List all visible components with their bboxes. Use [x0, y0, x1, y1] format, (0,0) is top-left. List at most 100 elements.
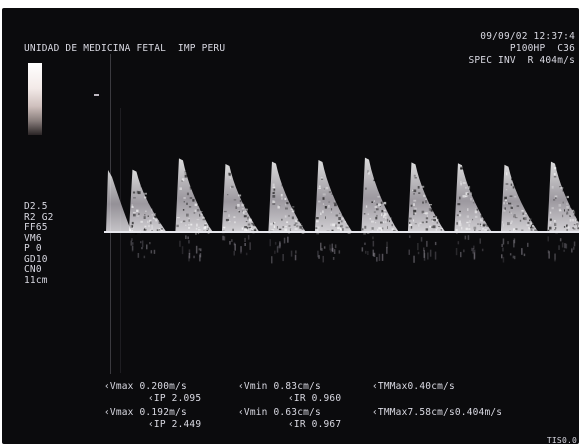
- waveform-speckle: [418, 223, 420, 227]
- waveform-speckle: [576, 219, 579, 222]
- waveform-speckle: [509, 211, 511, 213]
- waveform-speckle: [475, 208, 479, 211]
- waveform-speckle: [131, 204, 133, 208]
- waveform-speckle: [237, 210, 239, 212]
- waveform-speckle: [199, 208, 201, 212]
- waveform-speckle: [330, 223, 333, 226]
- reverse-flow-signal: [317, 250, 319, 258]
- waveform-speckle: [203, 227, 206, 230]
- vmin-2: ‹Vmin 0.63cm/s: [238, 407, 321, 418]
- waveform-speckle: [547, 229, 550, 232]
- waveform-speckle: [425, 198, 427, 201]
- waveform-speckle: [316, 226, 320, 229]
- waveform-speckle: [506, 202, 509, 205]
- waveform-speckle: [155, 219, 157, 222]
- waveform-speckle: [374, 206, 378, 208]
- reverse-flow-signal: [457, 241, 460, 245]
- waveform-speckle: [549, 211, 552, 214]
- waveform-speckle: [330, 211, 332, 214]
- waveform-speckle: [480, 218, 482, 221]
- reverse-flow-signal: [413, 255, 415, 263]
- waveform-speckle: [322, 203, 325, 205]
- waveform-speckle: [428, 208, 432, 211]
- waveform-speckle: [391, 224, 393, 227]
- reverse-flow-signal: [187, 236, 189, 240]
- waveform-speckle: [427, 215, 428, 218]
- reverse-flow-signal: [554, 253, 556, 262]
- waveform-speckle: [231, 185, 234, 188]
- waveform-speckle: [383, 215, 385, 218]
- waveform-speckle: [144, 228, 146, 231]
- waveform-speckle: [458, 220, 461, 224]
- waveform-speckle: [140, 220, 143, 223]
- reverse-flow-signal: [559, 238, 562, 242]
- waveform-speckle: [377, 196, 381, 198]
- waveform-speckle: [474, 210, 478, 214]
- waveform-speckle: [293, 224, 296, 226]
- waveform-speckle: [341, 213, 344, 217]
- waveform-speckle: [284, 225, 288, 228]
- waveform-speckle: [551, 185, 554, 189]
- waveform-speckle: [507, 222, 510, 226]
- waveform-speckle: [553, 176, 557, 178]
- waveform-speckle: [132, 191, 136, 194]
- waveform-speckle: [228, 172, 231, 175]
- waveform-speckle: [373, 211, 376, 213]
- waveform-speckle: [150, 229, 153, 232]
- reverse-flow-signal: [386, 241, 388, 249]
- waveform-speckle: [196, 209, 200, 212]
- waveform-speckle: [160, 229, 163, 232]
- waveform-speckle: [272, 195, 276, 198]
- waveform-speckle: [248, 226, 252, 229]
- waveform-speckle: [555, 197, 557, 199]
- waveform-speckle: [569, 215, 571, 217]
- waveform-speckle: [413, 209, 417, 213]
- reverse-flow-signal: [193, 255, 195, 259]
- waveform-speckle: [530, 228, 532, 231]
- reverse-flow-signal: [188, 249, 191, 255]
- waveform-speckle: [429, 225, 432, 228]
- waveform-speckle: [322, 210, 324, 214]
- reverse-flow-signal: [473, 245, 475, 249]
- waveform-speckle: [466, 215, 469, 218]
- doppler-spectrum: [104, 157, 579, 264]
- waveform-speckle: [323, 188, 325, 190]
- waveform-speckle: [252, 224, 254, 226]
- reverse-flow-signal: [321, 248, 323, 251]
- waveform-speckle: [426, 196, 430, 199]
- waveform-speckle: [147, 220, 149, 224]
- scale-marker: [94, 94, 99, 96]
- waveform-speckle: [187, 218, 190, 220]
- waveform-speckle: [158, 229, 160, 231]
- waveform-peak: [221, 164, 260, 232]
- waveform-speckle: [519, 219, 522, 222]
- waveform-speckle: [136, 190, 139, 194]
- waveform-speckle: [292, 206, 295, 208]
- waveform-speckle: [272, 203, 276, 205]
- reverse-flow-signal: [276, 246, 279, 253]
- waveform-speckle: [371, 220, 374, 223]
- reverse-flow-signal: [513, 238, 516, 244]
- waveform-speckle: [368, 171, 370, 175]
- waveform-speckle: [188, 206, 192, 208]
- waveform-speckle: [418, 192, 421, 194]
- waveform-speckle: [566, 224, 568, 228]
- waveform-speckle: [154, 215, 156, 218]
- waveform-speckle: [286, 202, 289, 205]
- waveform-speckle: [566, 229, 568, 232]
- reverse-flow-signal: [188, 240, 190, 244]
- waveform-speckle: [333, 200, 336, 203]
- waveform-speckle: [383, 202, 386, 204]
- waveform-speckle: [241, 227, 244, 230]
- setting-item: CN0: [24, 264, 42, 275]
- waveform-speckle: [409, 217, 412, 220]
- waveform-speckle: [529, 219, 531, 222]
- waveform-speckle: [567, 226, 570, 229]
- waveform-speckle: [387, 226, 388, 229]
- waveform-speckle: [196, 223, 198, 227]
- reverse-flow-signal: [364, 242, 366, 245]
- waveform-speckle: [460, 181, 462, 184]
- reverse-flow-signal: [423, 247, 425, 251]
- reverse-flow-signal: [331, 243, 333, 251]
- waveform-speckle: [181, 180, 183, 182]
